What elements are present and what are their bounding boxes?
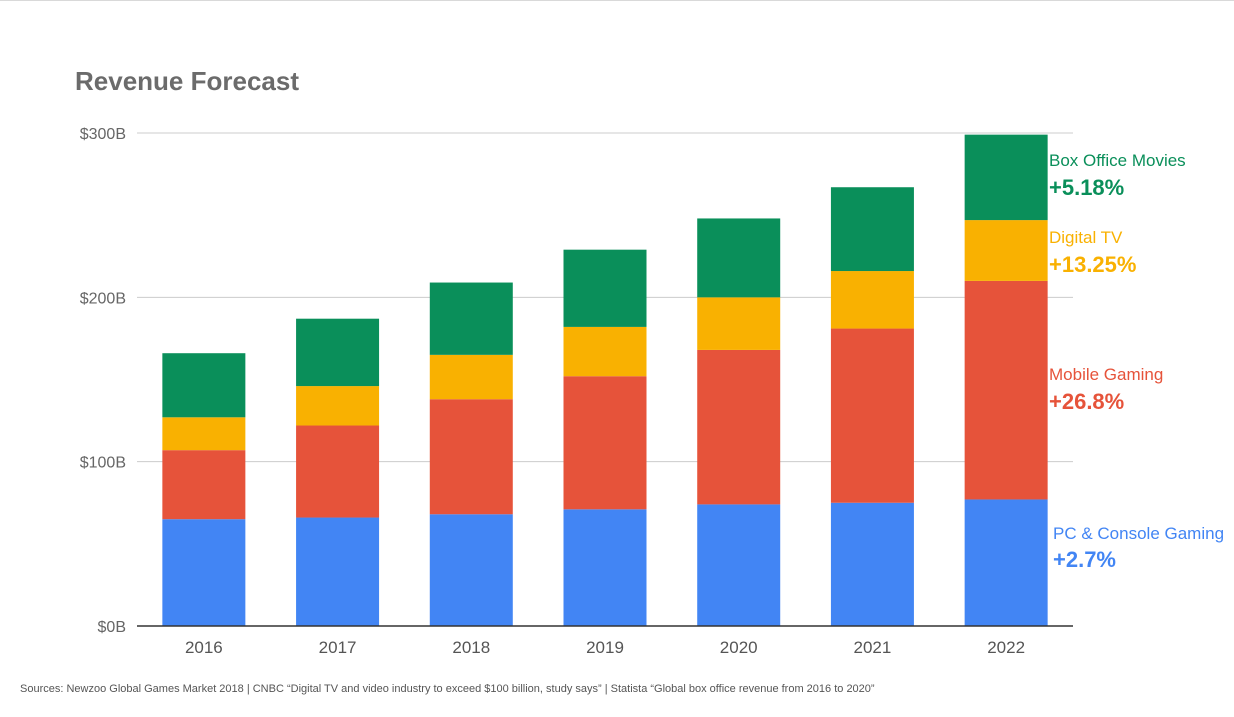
bar-segment [697,218,781,298]
x-tick-label: 2019 [586,638,624,657]
x-tick-label: 2022 [987,638,1025,657]
bar-segment [563,509,647,626]
bar-segment [296,386,380,426]
bar-segment [697,504,781,626]
legend-digital-tv-name: Digital TV [1049,228,1123,247]
bar-segment [830,328,914,503]
bar-segment [429,282,513,355]
legend-mobile-gaming-growth: +26.8% [1049,389,1125,414]
x-tick-label: 2017 [319,638,357,657]
x-tick-label: 2020 [720,638,758,657]
bar-segment [964,280,1048,500]
bar-segment [429,399,513,515]
bar-segment [563,249,647,327]
bar-segment [296,425,380,518]
bar-segment [162,353,246,418]
bar-segment [162,519,246,626]
legend-pc-console-name: PC & Console Gaming [1053,524,1225,543]
bar-segment [429,354,513,400]
y-tick-label: $200B [80,290,126,307]
bar-segment [563,326,647,377]
bar-segment [830,271,914,329]
x-tick-label: 2018 [452,638,490,657]
bar-segment [296,517,380,626]
bar-segment [830,502,914,626]
bar-segment [964,499,1048,626]
bar-segment [563,376,647,510]
axes: $0B $100B $200B $300B 2016 2017 2018 2019 2020 20… [80,126,1073,657]
bar-segment [964,134,1048,221]
legend-pc-console-growth: +2.7% [1053,547,1116,572]
top-divider [0,0,1234,1]
y-tick-label: $300B [80,126,126,143]
bar-segment [697,349,781,505]
legend-digital-tv-growth: +13.25% [1049,252,1137,277]
y-tick-label: $0B [98,619,126,636]
bars [162,134,1048,626]
bar-segment [830,187,914,272]
bar-segment [162,450,246,520]
y-tick-label: $100B [80,455,126,472]
chart-title: Revenue Forecast [75,66,299,96]
x-tick-label: 2021 [854,638,892,657]
bar-segment [697,297,781,350]
legend-box-office-growth: +5.18% [1049,175,1125,200]
bar-segment [964,220,1048,281]
legend-box-office-name: Box Office Movies [1049,151,1186,170]
legend-mobile-gaming-name: Mobile Gaming [1049,365,1164,384]
bar-segment [429,514,513,626]
sources-footnote: Sources: Newzoo Global Games Market 2018… [20,683,875,695]
bar-segment [162,417,246,451]
x-tick-label: 2016 [185,638,223,657]
bar-segment [296,318,380,387]
